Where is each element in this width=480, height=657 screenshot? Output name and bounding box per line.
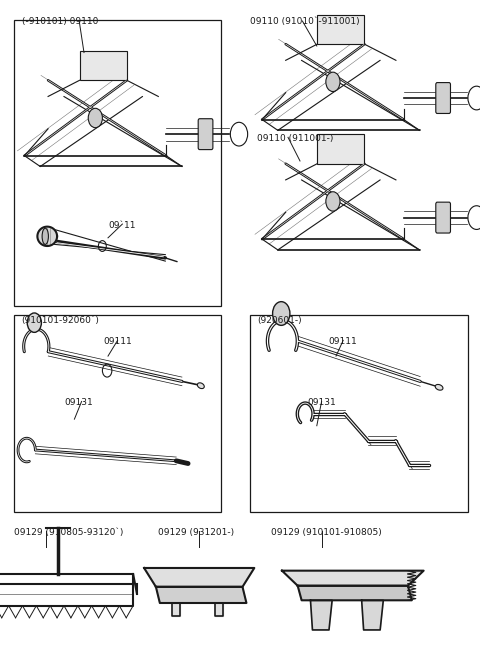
Polygon shape xyxy=(215,603,223,616)
Text: 09111: 09111 xyxy=(329,337,358,346)
Circle shape xyxy=(326,72,340,91)
Text: (-910101) 09110: (-910101) 09110 xyxy=(22,17,98,26)
Bar xyxy=(250,315,468,512)
FancyBboxPatch shape xyxy=(198,119,213,150)
Text: (910101-92060`): (910101-92060`) xyxy=(22,316,99,325)
Polygon shape xyxy=(144,568,254,587)
FancyBboxPatch shape xyxy=(436,202,450,233)
Text: (920601-): (920601-) xyxy=(257,316,301,325)
Text: 09131: 09131 xyxy=(307,398,336,407)
Polygon shape xyxy=(311,600,332,630)
Bar xyxy=(80,51,127,80)
Bar xyxy=(317,134,364,164)
Circle shape xyxy=(273,302,290,325)
Text: 09`11: 09`11 xyxy=(108,221,135,230)
Text: 09111: 09111 xyxy=(103,337,132,346)
Text: 09110 (91010`-911001): 09110 (91010`-911001) xyxy=(250,17,359,26)
Text: 09129 (910805-93120`): 09129 (910805-93120`) xyxy=(14,528,124,537)
Ellipse shape xyxy=(42,228,48,244)
Bar xyxy=(317,14,364,44)
Bar xyxy=(14,20,221,306)
Polygon shape xyxy=(156,587,246,603)
Polygon shape xyxy=(282,571,424,586)
Ellipse shape xyxy=(435,384,443,390)
Polygon shape xyxy=(172,603,180,616)
Circle shape xyxy=(27,313,41,332)
Polygon shape xyxy=(298,586,412,600)
Circle shape xyxy=(326,192,340,211)
Circle shape xyxy=(88,108,102,127)
Polygon shape xyxy=(37,227,57,246)
Text: 09110 (911001-): 09110 (911001-) xyxy=(257,134,333,143)
FancyBboxPatch shape xyxy=(436,83,450,114)
Text: 09131: 09131 xyxy=(65,398,94,407)
Bar xyxy=(14,315,221,512)
Ellipse shape xyxy=(197,383,204,388)
Text: 09129 (910101-910805): 09129 (910101-910805) xyxy=(271,528,382,537)
Polygon shape xyxy=(361,600,384,630)
Text: 09129 (931201-): 09129 (931201-) xyxy=(158,528,235,537)
